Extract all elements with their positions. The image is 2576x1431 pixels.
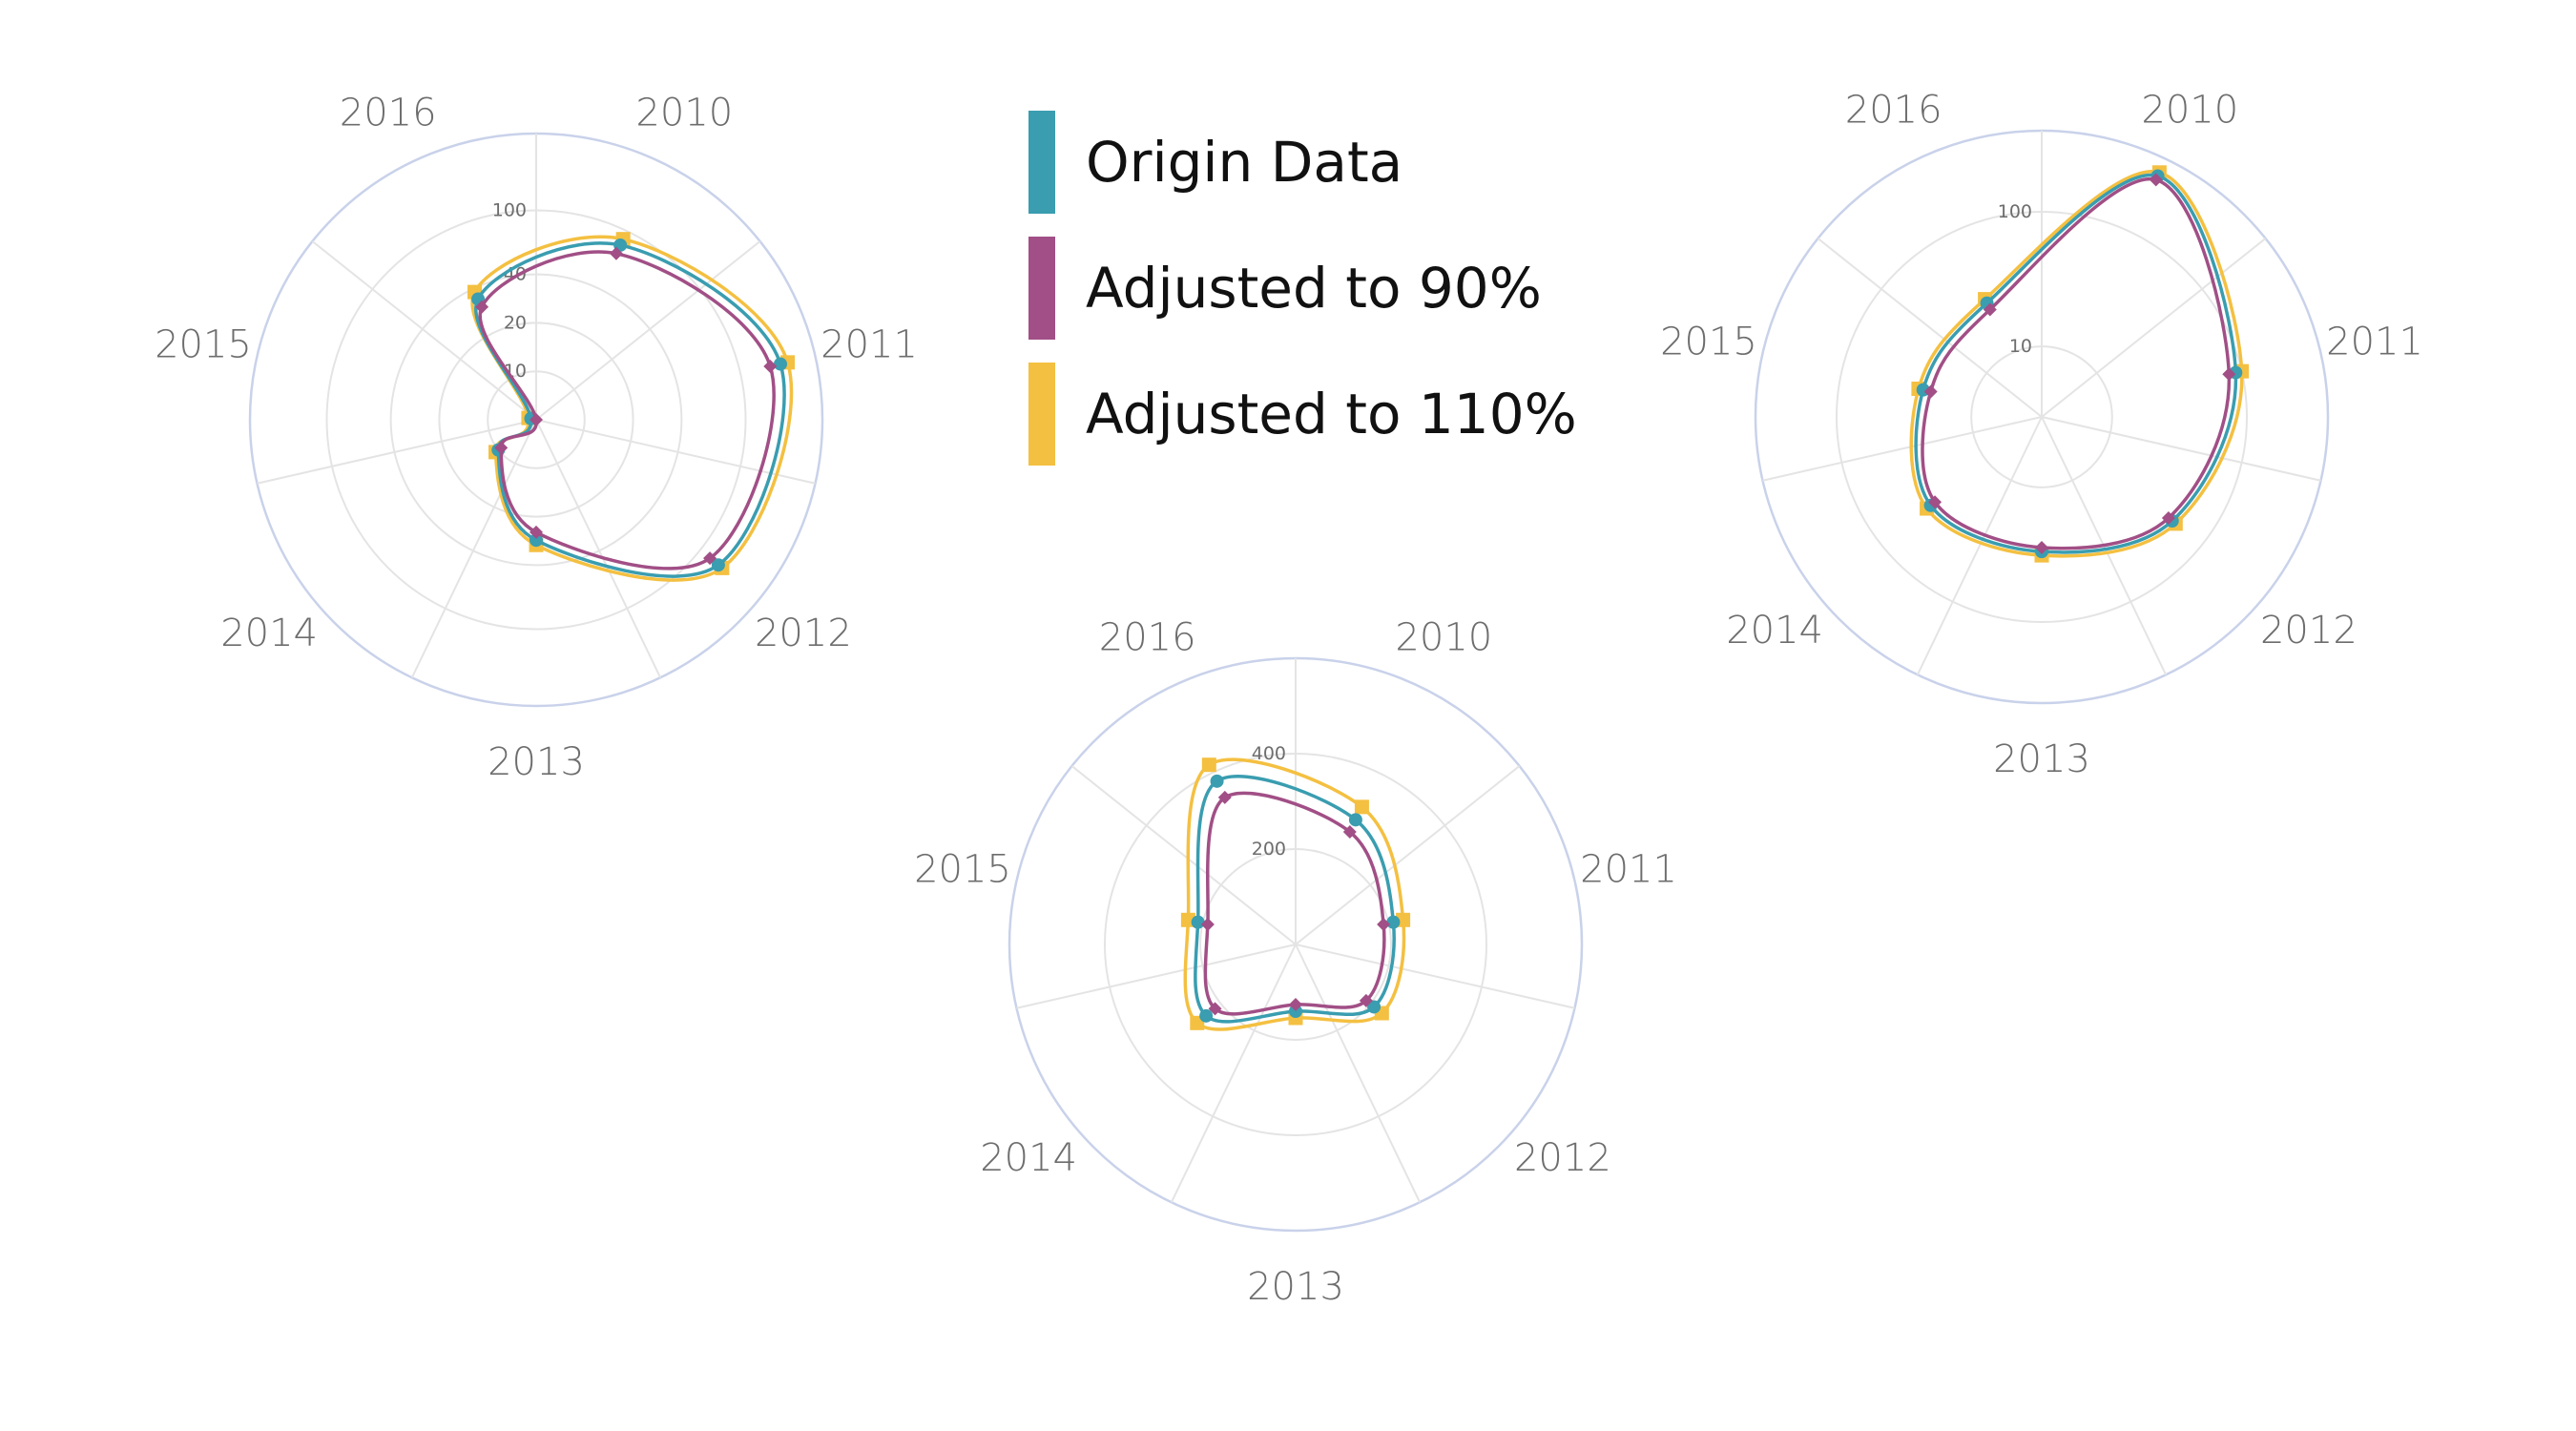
category-label-2011: 2011 (2326, 320, 2423, 363)
spoke (2041, 416, 2321, 482)
data-point (1200, 917, 1215, 931)
category-label-2014: 2014 (980, 1136, 1077, 1180)
spoke (535, 419, 662, 678)
category-label-2010: 2010 (635, 91, 733, 135)
series-0 (1191, 774, 1401, 1024)
category-label-2010: 2010 (2141, 88, 2238, 132)
spoke (1170, 944, 1297, 1203)
spoke (1762, 416, 2043, 482)
data-point (1923, 384, 1938, 399)
data-point (1217, 790, 1232, 804)
category-label-2010: 2010 (1395, 615, 1492, 659)
category-label-2012: 2012 (1514, 1136, 1611, 1180)
category-label-2016: 2016 (1845, 88, 1942, 132)
data-point (2222, 367, 2236, 382)
legend-swatch (1028, 363, 1055, 466)
radar-chart-3: 200 400 2010 2011 2012 2013 2014 2015 2016 (914, 615, 1677, 1309)
data-point (494, 441, 509, 455)
radial-tick-label: 400 (1252, 743, 1286, 764)
category-label-2014: 2014 (220, 612, 318, 655)
data-point (1354, 799, 1369, 815)
category-label-2011: 2011 (821, 322, 918, 366)
radial-tick-label: 200 (1252, 839, 1286, 860)
radial-tick-label: 10 (2009, 336, 2032, 357)
data-point (711, 558, 725, 572)
category-label-2015: 2015 (914, 847, 1011, 891)
data-point (763, 360, 778, 374)
series-line (1183, 757, 1406, 1031)
category-label-2016: 2016 (340, 91, 437, 135)
category-label-2013: 2013 (1247, 1265, 1344, 1309)
category-label-2012: 2012 (755, 612, 852, 655)
data-point (475, 300, 489, 314)
series-1 (475, 246, 778, 570)
data-point (530, 533, 543, 548)
category-label-2013: 2013 (1993, 737, 2090, 781)
radial-tick-label: 100 (492, 199, 527, 220)
category-label-2015: 2015 (1660, 320, 1757, 363)
spoke (2041, 238, 2267, 418)
data-point (1367, 1000, 1381, 1014)
legend: Origin Data Adjusted to 90% Adjusted to 11… (1028, 111, 1577, 466)
category-label-2011: 2011 (1580, 847, 1677, 891)
series-1 (1200, 790, 1391, 1016)
data-point (1377, 917, 1391, 931)
data-point (1342, 824, 1357, 839)
series-line (1921, 176, 2232, 550)
series-1 (1921, 173, 2236, 554)
spoke (1916, 416, 2043, 675)
spoke (311, 240, 537, 421)
spoke (1295, 944, 1575, 1009)
spoke (257, 419, 537, 485)
data-point (1201, 757, 1216, 773)
spoke (1016, 944, 1297, 1009)
category-label-2012: 2012 (2260, 609, 2358, 653)
data-point (703, 551, 717, 566)
legend-swatch (1028, 111, 1055, 214)
spoke (535, 419, 816, 485)
category-label-2013: 2013 (488, 740, 585, 784)
legend-label: Adjusted to 90% (1086, 256, 1542, 321)
radial-tick-label: 100 (1998, 201, 2032, 222)
radar-chart-2: 10 100 2010 2011 2012 2013 2014 2015 2016 (1660, 88, 2423, 781)
series-0 (471, 238, 787, 578)
category-label-2015: 2015 (155, 322, 252, 366)
category-label-2014: 2014 (1726, 609, 1823, 653)
data-point (1208, 1002, 1222, 1016)
legend-label: Origin Data (1086, 130, 1402, 195)
data-point (1928, 495, 1942, 509)
data-point (1210, 774, 1224, 788)
spoke (1070, 765, 1297, 945)
data-point (1199, 1008, 1214, 1023)
data-point (2149, 173, 2163, 187)
data-point (2161, 510, 2175, 525)
spoke (535, 240, 761, 421)
data-point (1386, 915, 1401, 929)
data-point (609, 246, 623, 260)
spoke (1295, 765, 1521, 945)
data-point (1348, 813, 1362, 827)
data-point (1359, 993, 1373, 1007)
category-label-2016: 2016 (1099, 615, 1196, 659)
legend-label: Adjusted to 110% (1086, 382, 1577, 446)
data-point (530, 413, 543, 426)
legend-swatch (1028, 237, 1055, 340)
data-point (1289, 998, 1302, 1011)
spoke (1295, 944, 1422, 1203)
spoke (1817, 238, 2043, 418)
data-point (1983, 302, 1997, 317)
data-point (530, 525, 543, 539)
spoke (410, 419, 537, 678)
data-point (1191, 915, 1205, 929)
data-point (2035, 540, 2048, 554)
data-point (773, 357, 787, 371)
radial-tick-label: 20 (504, 312, 527, 333)
